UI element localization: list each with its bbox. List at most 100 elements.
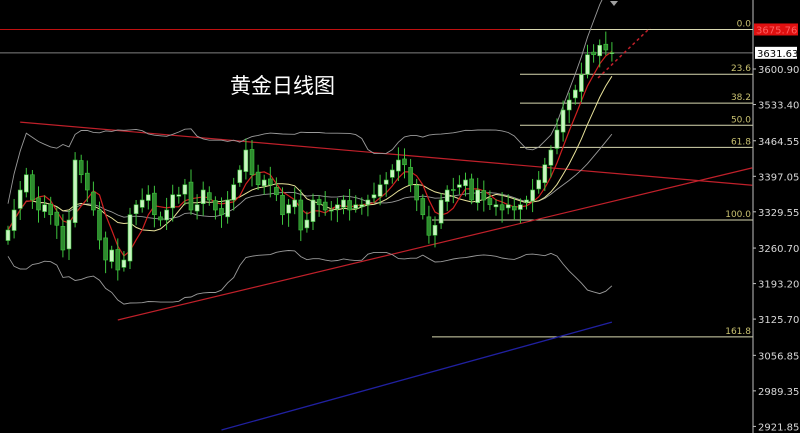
bull-candle	[42, 204, 47, 212]
price-axis-label: 3600.90	[758, 65, 799, 76]
bull-candle	[438, 199, 444, 224]
bollinger-lower	[7, 250, 613, 305]
bull-candle	[359, 204, 365, 208]
bear-candle	[91, 191, 96, 211]
bear-candle	[255, 171, 261, 186]
bull-candle	[261, 179, 267, 187]
bear-candle	[219, 208, 224, 216]
bull-candle	[23, 174, 29, 193]
bull-candle	[243, 149, 249, 172]
bear-candle	[115, 249, 121, 271]
bull-candle	[72, 159, 78, 223]
bull-candle	[444, 189, 450, 202]
bear-candle	[322, 201, 328, 211]
bull-candle	[432, 224, 438, 236]
bull-candle	[353, 204, 359, 209]
bull-candle	[396, 159, 401, 172]
bear-candle	[36, 197, 41, 211]
bull-candle	[139, 199, 145, 208]
fib-level-label: 0.0	[737, 19, 752, 29]
bear-candle	[298, 199, 304, 231]
bear-candle	[188, 181, 194, 211]
current-price-marker	[755, 46, 797, 59]
ma-fast-line	[7, 51, 613, 257]
bollinger-upper	[7, 0, 603, 204]
bear-candle	[54, 211, 60, 226]
bull-candle	[292, 199, 298, 208]
bear-candle	[499, 204, 505, 211]
price-axis-label: 3533.40	[758, 101, 799, 112]
bear-candle	[487, 198, 493, 206]
price-axis-label: 3056.85	[758, 351, 799, 362]
bear-candle	[420, 198, 426, 216]
price-axis-label: 3397.05	[758, 172, 799, 183]
bull-candle	[109, 249, 114, 262]
bull-candle	[11, 209, 17, 231]
bull-candle	[463, 179, 468, 187]
price-axis-label: 3329.55	[758, 208, 799, 219]
bull-candle	[493, 204, 499, 208]
bull-candle	[560, 109, 566, 133]
fib-level-label: 61.8	[731, 137, 751, 147]
bull-candle	[17, 189, 23, 209]
price-axis-label: 2989.35	[758, 387, 799, 398]
bull-candle	[335, 204, 340, 210]
bull-candle	[371, 194, 377, 199]
bear-candle	[97, 209, 102, 241]
bear-candle	[408, 167, 413, 186]
bull-candle	[457, 184, 462, 188]
bull-candle	[121, 259, 127, 268]
price-axis-label: 2921.85	[758, 422, 799, 433]
bull-candle	[5, 229, 11, 241]
bull-candle	[554, 129, 560, 149]
bull-candle	[127, 214, 133, 262]
bull-candle	[548, 149, 554, 166]
bull-candle	[194, 204, 200, 212]
bear-candle	[481, 190, 487, 201]
bull-candle	[572, 89, 578, 99]
bull-candle	[328, 209, 334, 212]
fib-level-label: 38.2	[731, 93, 751, 103]
bull-candle	[310, 199, 316, 222]
bull-candle	[200, 189, 206, 204]
bear-candle	[48, 203, 54, 216]
bear-candle	[207, 192, 212, 201]
bear-candle	[469, 178, 474, 201]
bull-candle	[597, 44, 603, 57]
bear-candle	[347, 200, 352, 211]
fib-level-label: 23.6	[731, 64, 751, 74]
bull-candle	[133, 204, 139, 214]
bull-candle	[566, 99, 572, 111]
bull-candle	[585, 54, 590, 75]
bollinger-middle	[7, 133, 613, 231]
bull-candle	[475, 189, 481, 203]
bull-candle	[170, 194, 175, 209]
bull-candle	[389, 169, 395, 178]
high-price-marker	[754, 23, 798, 36]
price-axis-label: 3193.20	[758, 280, 799, 291]
bear-candle	[78, 160, 84, 176]
bear-candle	[158, 216, 163, 221]
bull-candle	[579, 74, 584, 92]
bull-candle	[164, 209, 169, 221]
bear-candle	[511, 206, 517, 211]
scroll-marker-icon	[610, 1, 618, 6]
ma-medium-line	[7, 75, 613, 232]
fib-level-label: 50.0	[731, 115, 751, 125]
bull-candle	[383, 179, 389, 185]
bull-candle	[518, 204, 523, 210]
bull-candle	[66, 219, 72, 250]
long-ma-line	[221, 321, 613, 431]
bear-candle	[249, 149, 255, 176]
price-axis-label: 3260.70	[758, 244, 799, 255]
bull-candle	[365, 199, 371, 206]
bull-candle	[530, 189, 535, 202]
chart-title: 黄金日线图	[230, 74, 335, 98]
current-price-label: 3631.63	[757, 49, 798, 60]
bull-candle	[609, 52, 615, 54]
bear-candle	[213, 200, 218, 211]
bull-candle	[377, 184, 383, 197]
price-axis-label: 3464.55	[758, 137, 799, 148]
bear-candle	[60, 226, 66, 251]
